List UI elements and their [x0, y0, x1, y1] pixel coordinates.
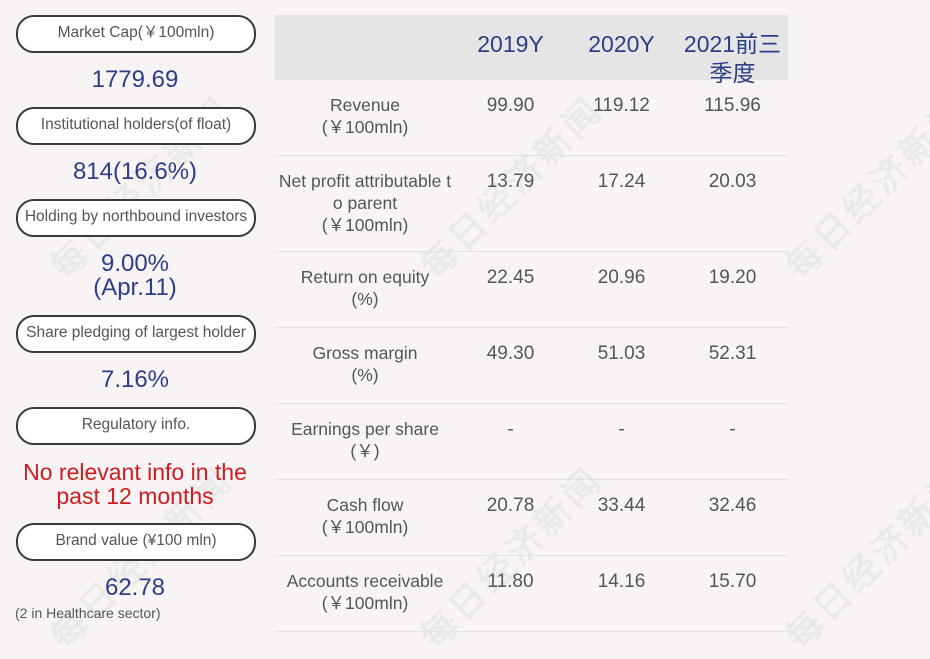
cell-2020: 17.24 — [597, 171, 646, 192]
market-cap-label: Market Cap(￥100mln) — [16, 15, 256, 53]
brand-value-note: (2 in Healthcare sector) — [15, 605, 161, 621]
cell-2019: 22.45 — [486, 267, 535, 288]
cell-2019: 13.79 — [486, 171, 535, 192]
row-label: Earnings per share (￥) — [291, 419, 439, 461]
cell-2021: 20.03 — [708, 171, 757, 192]
header-2021-q3: 2021前三 季度 — [677, 30, 788, 88]
cell-2020: 33.44 — [597, 495, 646, 516]
cell-2019: 20.78 — [486, 495, 535, 516]
watermark: 每日经济新闻 — [778, 89, 930, 288]
cell-2021: 32.46 — [708, 495, 757, 516]
cell-2019: 11.80 — [487, 571, 534, 592]
header-2021-q3-line2: 季度 — [709, 60, 756, 86]
row-label: Accounts receivable (￥100mln) — [286, 571, 444, 613]
northbound-holding-date: (Apr.11) — [93, 274, 177, 301]
header-2021-q3-line1: 2021前三 — [683, 31, 782, 57]
watermark: 每日经济新闻 — [778, 459, 930, 658]
regulatory-info-value-line2: past 12 months — [56, 483, 214, 509]
row-label: Net profit attributable to parent (￥100ml… — [278, 171, 452, 235]
market-cap-value: 1779.69 — [91, 66, 179, 93]
institutional-holders-value: 814(16.6%) — [72, 158, 198, 185]
table-row: Gross margin (%) 49.30 51.03 52.31 — [275, 328, 788, 404]
cell-2021: - — [729, 419, 736, 440]
table-row: Earnings per share (￥) - - - — [275, 404, 788, 480]
table-row: Accounts receivable (￥100mln) 11.80 14.16… — [275, 556, 788, 632]
institutional-holders-label: Institutional holders(of float) — [16, 107, 256, 145]
northbound-holding-label: Holding by northbound investors — [16, 199, 256, 237]
cell-2020: - — [618, 419, 625, 440]
northbound-holding-value: 9.00% — [100, 250, 170, 277]
brand-value-value: 62.78 — [104, 574, 166, 601]
cell-2021: 52.31 — [708, 343, 757, 364]
header-2020: 2020Y — [588, 31, 655, 57]
row-label: Revenue (￥100mln) — [321, 95, 409, 137]
cell-2019: 49.30 — [486, 343, 535, 364]
table-row: Net profit attributable to parent (￥100ml… — [275, 156, 788, 252]
header-2019: 2019Y — [477, 31, 544, 57]
table-row: Revenue (￥100mln) 99.90 119.12 115.96 — [275, 80, 788, 156]
cell-2020: 51.03 — [597, 343, 646, 364]
cell-2021: 15.70 — [708, 571, 757, 592]
row-label: Gross margin (%) — [312, 343, 418, 385]
table-row: Cash flow (￥100mln) 20.78 33.44 32.46 — [275, 480, 788, 556]
regulatory-info-value: No relevant info in the — [23, 459, 247, 485]
share-pledging-label: Share pledging of largest holder — [16, 315, 256, 353]
cell-2021: 115.96 — [704, 95, 761, 116]
row-label: Cash flow (￥100mln) — [321, 495, 409, 537]
cell-2021: 19.20 — [708, 267, 757, 288]
regulatory-info-label: Regulatory info. — [16, 407, 256, 445]
brand-value-label: Brand value (¥100 mln) — [16, 523, 256, 561]
share-pledging-value: 7.16% — [100, 366, 170, 393]
cell-2020: 14.16 — [597, 571, 646, 592]
table-row: Return on equity (%) 22.45 20.96 19.20 — [275, 252, 788, 328]
cell-2019: 99.90 — [486, 95, 535, 116]
row-label: Return on equity (%) — [300, 267, 430, 309]
cell-2020: 119.12 — [593, 95, 650, 116]
cell-2019: - — [507, 419, 514, 440]
table-header: 2019Y 2020Y 2021前三 季度 — [275, 15, 788, 86]
cell-2020: 20.96 — [597, 267, 646, 288]
